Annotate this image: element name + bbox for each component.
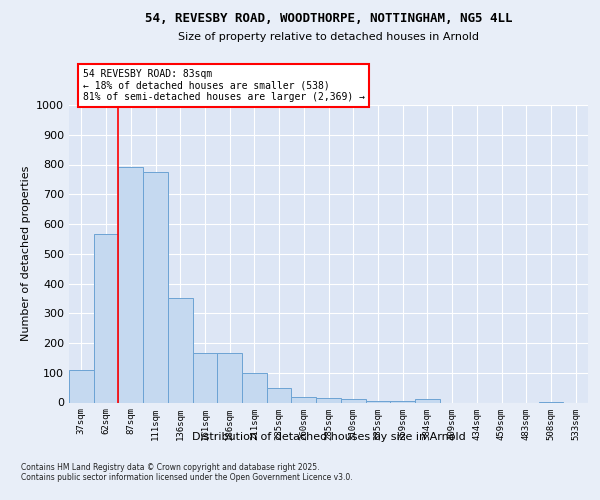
Bar (292, 396, 316, 402)
Bar (316, 398, 341, 402)
Bar (365, 401, 390, 402)
Bar (415, 399, 440, 402)
Text: 54 REVESBY ROAD: 83sqm
← 18% of detached houses are smaller (538)
81% of semi-de: 54 REVESBY ROAD: 83sqm ← 18% of detached… (83, 69, 365, 102)
Text: Contains HM Land Registry data © Crown copyright and database right 2025.
Contai: Contains HM Land Registry data © Crown c… (21, 463, 353, 482)
Bar (390, 401, 415, 402)
Bar (267, 388, 292, 402)
Bar (69, 370, 94, 402)
Text: Distribution of detached houses by size in Arnold: Distribution of detached houses by size … (192, 432, 466, 442)
Bar (94, 234, 118, 402)
Bar (168, 298, 193, 403)
Bar (217, 354, 242, 403)
Bar (193, 354, 217, 403)
Bar (341, 399, 365, 402)
Text: 54, REVESBY ROAD, WOODTHORPE, NOTTINGHAM, NG5 4LL: 54, REVESBY ROAD, WOODTHORPE, NOTTINGHAM… (145, 12, 512, 26)
Y-axis label: Number of detached properties: Number of detached properties (20, 166, 31, 342)
Bar (143, 172, 168, 402)
Bar (242, 373, 267, 402)
Bar (118, 168, 143, 402)
Text: Size of property relative to detached houses in Arnold: Size of property relative to detached ho… (178, 32, 479, 42)
